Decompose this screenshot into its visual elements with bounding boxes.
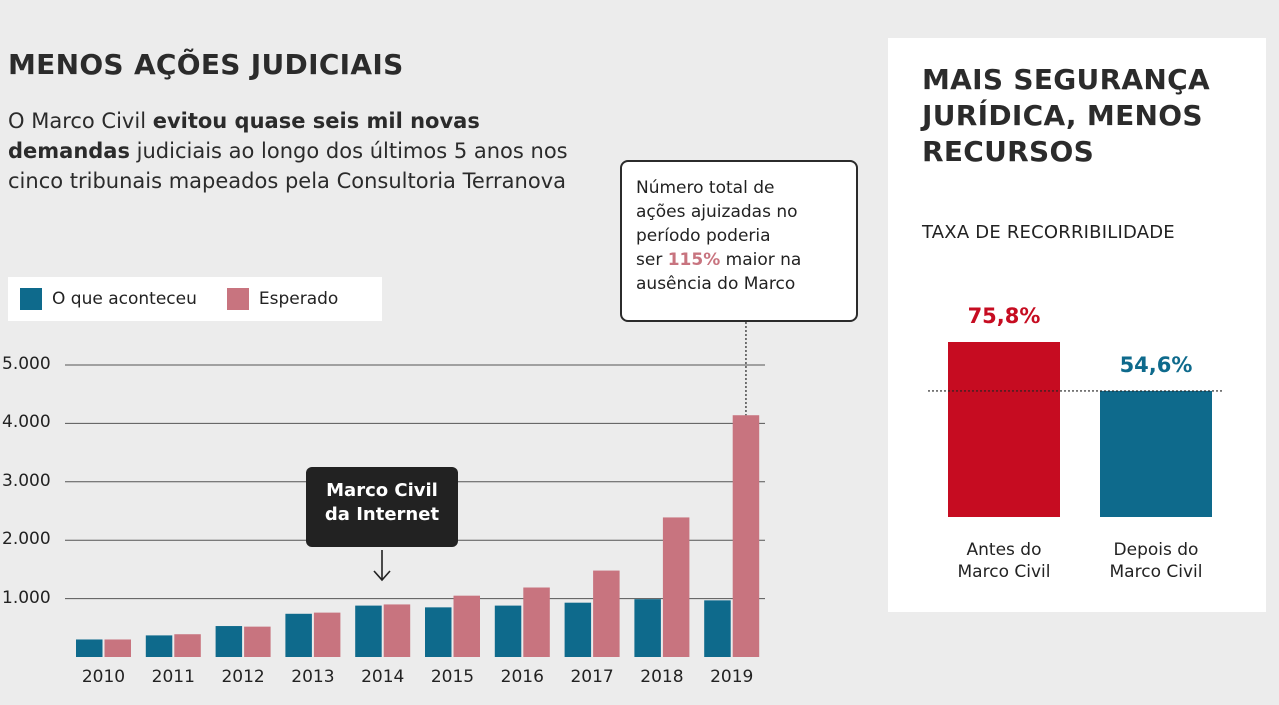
legend-label-actual: O que aconteceu <box>52 289 197 309</box>
marco-line1: Marco Civil <box>326 480 438 501</box>
card-category-line: Antes do <box>966 540 1042 560</box>
y-tick-label: 4.000 <box>2 412 51 433</box>
callout-line2: ações ajuizadas no <box>636 202 798 222</box>
card-category-line: Marco Civil <box>957 562 1051 582</box>
bar-actual-2015 <box>425 607 452 657</box>
lead-text: O Marco Civil evitou quase seis mil nova… <box>8 106 568 196</box>
legend-swatch-expected <box>226 288 249 310</box>
x-tick-label-2019: 2019 <box>710 667 753 687</box>
lead-bold: evitou quase seis mil novas demandas <box>8 109 480 163</box>
card-bar-1 <box>1100 390 1212 517</box>
x-tick-label-2017: 2017 <box>570 667 613 687</box>
legend-item-actual: O que aconteceu <box>20 288 197 310</box>
bar-expected-2011 <box>174 634 201 657</box>
bar-actual-2013 <box>285 613 312 657</box>
card-bar-0 <box>948 342 1060 517</box>
callout-post: maior na <box>720 250 802 270</box>
recurrence-card: MAIS SEGURANÇA JURÍDICA, MENOS RECURSOS … <box>888 38 1266 612</box>
card-category-label-1: Depois do Marco Civil <box>1090 539 1222 583</box>
legend: O que aconteceu Esperado <box>8 277 382 321</box>
bar-actual-2011 <box>145 635 173 657</box>
bar-expected-2019 <box>732 415 760 657</box>
callout-line1: Número total de <box>636 178 775 198</box>
callout-highlight: 115% <box>667 250 721 270</box>
bar-expected-2015 <box>453 595 480 657</box>
lead-part2: judiciais ao longo dos últimos 5 anos no… <box>8 139 568 193</box>
bar-expected-2017 <box>593 570 620 657</box>
bar-actual-2014 <box>355 605 382 657</box>
bar-expected-2016 <box>523 587 550 657</box>
callout-line4: ser 115% maior na <box>636 248 846 272</box>
bar-expected-2014 <box>383 604 411 657</box>
legend-swatch-actual <box>20 288 42 310</box>
lead-part1: O Marco Civil <box>8 109 153 133</box>
callout-box: Número total de ações ajuizadas no perío… <box>620 160 858 322</box>
bar-expected-2018 <box>662 517 690 657</box>
card-category-line: Marco Civil <box>1109 562 1203 582</box>
y-tick-label: 1.000 <box>2 587 51 608</box>
x-tick-label-2013: 2013 <box>291 667 334 687</box>
bar-actual-2018 <box>634 599 661 657</box>
card-value-label-0: 75,8% <box>967 304 1041 328</box>
callout-line5: ausência do Marco <box>636 274 796 294</box>
bar-actual-2017 <box>564 602 592 657</box>
y-tick-label: 2.000 <box>2 529 51 550</box>
bar-actual-2012 <box>215 626 243 657</box>
x-tick-label-2010: 2010 <box>82 667 125 687</box>
x-tick-label-2011: 2011 <box>152 667 195 687</box>
card-subtitle: TAXA DE RECORRIBILIDADE <box>922 222 1175 243</box>
bar-chart-recurrence <box>928 342 1224 517</box>
marco-arrow-head <box>373 570 391 582</box>
marco-line2: da Internet <box>324 504 440 525</box>
x-tick-label-2015: 2015 <box>431 667 474 687</box>
legend-label-expected: Esperado <box>258 289 339 309</box>
chart-title: MENOS AÇÕES JUDICIAIS <box>8 48 404 81</box>
x-tick-label-2018: 2018 <box>640 667 683 687</box>
marco-civil-annotation: Marco Civil da Internet <box>306 467 458 547</box>
card-value-label-1: 54,6% <box>1119 352 1193 377</box>
callout-pre: ser <box>636 250 668 270</box>
y-tick-label: 5.000 <box>2 354 51 374</box>
x-tick-label-2016: 2016 <box>501 667 544 687</box>
card-category-line: Depois do <box>1113 540 1199 560</box>
y-tick-label: 3.000 <box>2 470 51 491</box>
bar-actual-2016 <box>494 605 522 657</box>
bar-actual-2010 <box>76 639 103 657</box>
legend-item-expected: Esperado <box>226 288 339 310</box>
x-tick-label-2014: 2014 <box>361 667 404 687</box>
bar-actual-2019 <box>704 600 731 657</box>
bar-expected-2013 <box>313 612 341 657</box>
bar-expected-2010 <box>104 639 131 657</box>
bar-expected-2012 <box>244 626 271 657</box>
callout-line3: período poderia <box>636 226 771 246</box>
x-tick-label-2012: 2012 <box>221 667 264 687</box>
card-title: MAIS SEGURANÇA JURÍDICA, MENOS RECURSOS <box>922 63 1210 168</box>
card-category-label-0: Antes do Marco Civil <box>938 539 1070 583</box>
